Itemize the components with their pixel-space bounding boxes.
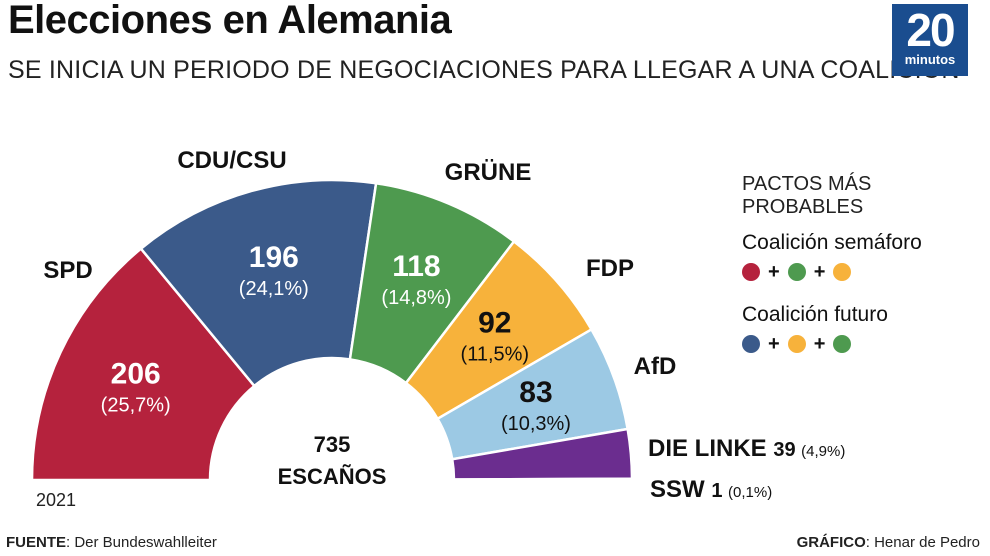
party-label-spd: SPD: [43, 257, 92, 284]
brand-logo: 20 minutos: [892, 4, 968, 76]
hemicycle-slices: [30, 178, 634, 482]
credit-label: GRÁFICO: [796, 534, 866, 551]
party-label-afd: AfD: [634, 353, 677, 380]
value-label-ssw: 1: [711, 480, 728, 502]
pct-label-die-linke: (4,9%): [801, 443, 845, 460]
chart-subtitle: SE INICIA UN PERIODO DE NEGOCIACIONES PA…: [8, 56, 960, 84]
center-seats-number: 735: [314, 432, 351, 457]
pacts-title: PACTOS MÁS PROBABLES: [742, 173, 872, 218]
red-party-dot-icon: [742, 263, 760, 281]
plus-sign: +: [768, 261, 780, 283]
slice-cdu-csu: [139, 178, 378, 388]
value-label-cdu-csu: 196: [249, 241, 299, 274]
party-label-die-linke: DIE LINKE 39 (4,9%): [648, 435, 845, 462]
hemicycle-labels: 206 (25,7%) SPD 196 (24,1%) CDU/CSU 118 (14,8%)…: [43, 147, 845, 503]
coalition-dots: + +: [742, 261, 982, 283]
party-label-gr-ne: GRÜNE: [445, 159, 532, 186]
coalition-semaforo: Coalición semáforo + +: [742, 231, 982, 283]
value-label-fdp: 92: [478, 307, 511, 340]
slice-spd: [30, 246, 257, 482]
yellow-party-dot-icon: [833, 263, 852, 281]
value-label-afd: 83: [519, 376, 552, 409]
graphic-credit: GRÁFICO: Henar de Pedro: [797, 534, 980, 551]
source-credit: FUENTE: Der Bundeswahlleiter: [6, 534, 217, 551]
yellow-party-dot-icon: [787, 335, 806, 353]
plus-sign: +: [813, 261, 826, 283]
slice-ssw: [452, 477, 634, 482]
pacts-legend: PACTOS MÁS PROBABLES Coalición semáforo …: [742, 173, 982, 375]
party-label-cdu-csu: CDU/CSU: [177, 147, 286, 174]
party-name-ssw: SSW: [650, 476, 711, 503]
pct-label-fdp: (11,5%): [461, 344, 530, 366]
plus-sign: +: [813, 333, 826, 355]
chart-year: 2021: [36, 490, 77, 510]
coalition-futuro: Coalición futuro + +: [742, 303, 982, 355]
coalition-dots: + +: [742, 333, 982, 355]
center-seats-label: ESCAÑOS: [278, 464, 387, 489]
value-label-die-linke: 39: [773, 439, 801, 461]
value-label-gr-ne: 118: [392, 250, 440, 283]
plus-sign: +: [768, 333, 780, 355]
value-label-spd: 206: [111, 358, 161, 391]
party-name-die-linke: DIE LINKE: [648, 435, 773, 462]
logo-number: 20: [906, 4, 955, 56]
pct-label-ssw: (0,1%): [728, 484, 772, 501]
source-value: : Der Bundeswahlleiter: [66, 534, 217, 551]
chart-title: Elecciones en Alemania: [8, 0, 452, 42]
party-label-fdp: FDP: [586, 255, 634, 282]
green-party-dot-icon: [833, 335, 852, 353]
party-label-ssw: SSW 1 (0,1%): [650, 476, 772, 503]
pct-label-gr-ne: (14,8%): [381, 287, 451, 309]
credit-value: : Henar de Pedro: [865, 534, 980, 551]
coalition-name: Coalición semáforo: [742, 231, 922, 254]
pct-label-afd: (10,3%): [501, 413, 571, 435]
coalition-name: Coalición futuro: [742, 303, 888, 326]
pct-label-cdu-csu: (24,1%): [239, 278, 309, 300]
pct-label-spd: (25,7%): [101, 395, 171, 417]
logo-text: minutos: [904, 52, 956, 67]
source-label: FUENTE: [6, 534, 66, 551]
green-party-dot-icon: [787, 263, 806, 281]
blue-party-dot-icon: [742, 335, 760, 353]
